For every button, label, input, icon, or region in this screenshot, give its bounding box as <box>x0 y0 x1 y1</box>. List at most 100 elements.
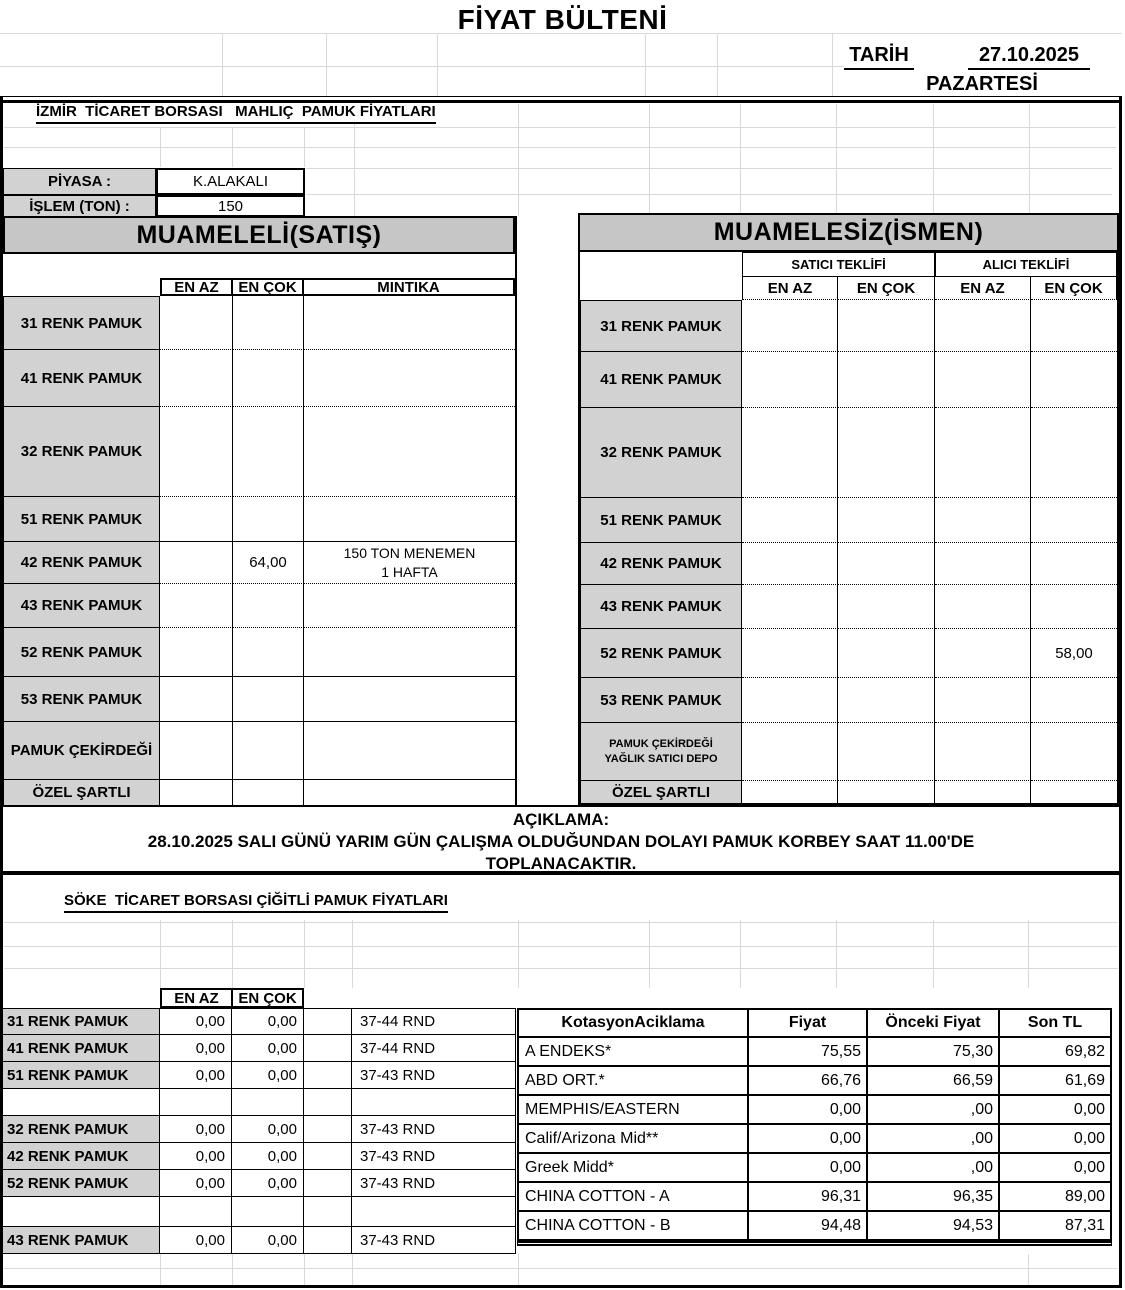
gridline <box>717 33 718 97</box>
gridline <box>4 946 1118 947</box>
row-label: 43 RENK PAMUK <box>580 585 742 629</box>
islem-label: İŞLEM (TON) : <box>3 195 156 217</box>
cell-en-az <box>160 584 233 628</box>
aciklama-line1: 28.10.2025 SALI GÜNÜ YARIM GÜN ÇALIŞMA O… <box>147 832 975 851</box>
gridline <box>304 127 305 167</box>
cell-en-cok: 0,00 <box>232 1143 304 1170</box>
col-header-onceki-fiyat: Önceki Fiyat <box>868 1010 1000 1038</box>
gridline <box>232 920 233 988</box>
cell-onceki-fiyat: ,00 <box>868 1154 1000 1183</box>
cell-rnd: 37-43 RND <box>352 1143 516 1170</box>
gridline <box>160 1254 161 1285</box>
cell-son-tl: 0,00 <box>1000 1154 1110 1183</box>
cell-alici-en-cok <box>1031 543 1117 585</box>
cell-en-cok <box>233 628 304 677</box>
sales-table-title: MUAMELELİ(SATIŞ) <box>3 216 515 254</box>
cell-satici-en-az <box>742 408 838 498</box>
table-row: 41 RENK PAMUK <box>3 350 515 407</box>
gridline <box>518 1254 519 1285</box>
gridline <box>740 920 741 988</box>
cell-rnd: 37-43 RND <box>352 1116 516 1143</box>
cell-alici-en-cok <box>1031 300 1117 352</box>
gridline <box>740 104 741 213</box>
cell-onceki-fiyat: 75,30 <box>868 1038 1000 1067</box>
nominal-table-title: MUAMELESİZ(İSMEN) <box>580 215 1117 252</box>
cell-en-az <box>160 1089 232 1116</box>
cell-en-az: 0,00 <box>160 1035 232 1062</box>
cell-en-cok: 0,00 <box>232 1062 304 1089</box>
cell-mintika <box>304 350 515 407</box>
cell-en-cok: 0,00 <box>232 1170 304 1197</box>
cell-alici-en-cok <box>1031 781 1117 803</box>
cell-rnd: 37-43 RND <box>352 1227 516 1254</box>
aciklama-heading: AÇIKLAMA: <box>512 810 610 829</box>
table-row: 32 RENK PAMUK <box>580 408 1117 498</box>
gridline <box>933 104 934 213</box>
cell-gap <box>304 1227 352 1254</box>
cell-name: CHINA COTTON - A <box>519 1183 749 1212</box>
cell-name: MEMPHIS/EASTERN <box>519 1096 749 1125</box>
table-row: PAMUK ÇEKİRDEĞİ YAĞLIK SATICI DEPO <box>580 723 1117 781</box>
cell-satici-en-az <box>742 723 838 781</box>
table-row-blank <box>3 1197 516 1227</box>
cell-son-tl: 89,00 <box>1000 1183 1110 1212</box>
cell-satici-en-cok <box>838 352 935 408</box>
aciklama-line2: TOPLANACAKTIR. <box>485 854 637 873</box>
cell-satici-en-az <box>742 678 838 723</box>
kotasyon-table: KotasyonAciklama Fiyat Önceki Fiyat Son … <box>517 1008 1112 1246</box>
row-label: 52 RENK PAMUK <box>580 629 742 678</box>
cell-satici-en-az <box>742 300 838 352</box>
cell-gap <box>304 1035 352 1062</box>
cell-en-cok <box>233 296 304 350</box>
cell-satici-en-az <box>742 781 838 803</box>
cell-satici-en-cok <box>838 629 935 678</box>
gridline <box>4 922 1118 923</box>
cell-satici-en-az <box>742 585 838 629</box>
cell-son-tl: 69,82 <box>1000 1038 1110 1067</box>
table-row: 31 RENK PAMUK <box>580 300 1117 352</box>
table-row: 31 RENK PAMUK <box>3 296 515 350</box>
row-label: 42 RENK PAMUK <box>3 1143 160 1170</box>
cell-mintika: 150 TON MENEMEN 1 HAFTA <box>304 542 515 584</box>
col-header-en-az: EN AZ <box>160 988 233 1008</box>
row-label: 53 RENK PAMUK <box>580 678 742 723</box>
cell-satici-en-az <box>742 498 838 543</box>
cell-alici-en-az <box>935 352 1031 408</box>
cell-en-cok <box>233 407 304 497</box>
row-label <box>3 1197 160 1227</box>
row-label: 41 RENK PAMUK <box>3 350 160 407</box>
piyasa-value: K.ALAKALI <box>156 168 305 195</box>
date-label: TARİH <box>844 44 914 70</box>
kotasyon-header-row: KotasyonAciklama Fiyat Önceki Fiyat Son … <box>519 1010 1110 1038</box>
soke-section-box <box>0 871 1122 1288</box>
table-row: 51 RENK PAMUK <box>3 497 515 542</box>
cell-alici-en-az <box>935 408 1031 498</box>
cell-onceki-fiyat: 96,35 <box>868 1183 1000 1212</box>
col-header-en-az: EN AZ <box>935 277 1031 300</box>
row-label: 31 RENK PAMUK <box>3 1008 160 1035</box>
cell-onceki-fiyat: 94,53 <box>868 1212 1000 1241</box>
cell-son-tl: 0,00 <box>1000 1096 1110 1125</box>
gridline <box>222 33 223 97</box>
cell-alici-en-az <box>935 723 1031 781</box>
cell-mintika <box>304 296 515 350</box>
cell-onceki-fiyat: ,00 <box>868 1125 1000 1154</box>
cell-alici-en-cok <box>1031 678 1117 723</box>
spacer <box>580 252 742 277</box>
table-row: 41 RENK PAMUK <box>580 352 1117 408</box>
row-label: PAMUK ÇEKİRDEĞİ YAĞLIK SATICI DEPO <box>580 723 742 781</box>
cell-en-cok: 0,00 <box>232 1227 304 1254</box>
col-header-en-cok: EN ÇOK <box>233 278 304 296</box>
cell-fiyat: 94,48 <box>749 1212 868 1241</box>
cell-mintika <box>304 780 515 805</box>
table-row: 52 RENK PAMUK 0,00 0,00 37-43 RND <box>3 1170 516 1197</box>
row-label: 52 RENK PAMUK <box>3 1170 160 1197</box>
table-row-blank <box>3 1089 516 1116</box>
cell-satici-en-cok <box>838 781 935 803</box>
cell-en-cok: 0,00 <box>232 1008 304 1035</box>
gridline <box>160 127 161 167</box>
table-row: 51 RENK PAMUK 0,00 0,00 37-43 RND <box>3 1062 516 1089</box>
cell-satici-en-cok <box>838 543 935 585</box>
row-label: 51 RENK PAMUK <box>3 497 160 542</box>
cell-alici-en-az <box>935 543 1031 585</box>
